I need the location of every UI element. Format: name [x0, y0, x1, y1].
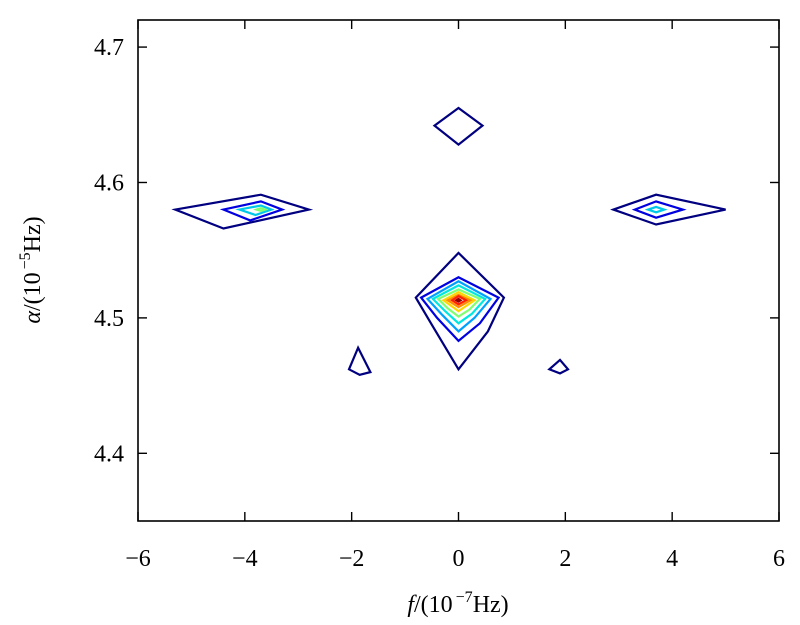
contour-line-3: [235, 204, 275, 217]
contour-line-2: [219, 200, 286, 222]
y-axis-tick-labels: 4.4 4.5 4.6 4.7: [94, 35, 124, 467]
y-tick-label-3: 4.7: [94, 35, 124, 61]
contour-line-12: [436, 288, 482, 318]
x-axis-label-prefix: /(10: [414, 592, 453, 618]
y-tick-label-1: 4.5: [94, 306, 124, 332]
x-axis-label-suffix: Hz): [473, 592, 509, 618]
x-tick-label-2: −2: [339, 546, 365, 572]
x-axis-label-var: f: [407, 592, 417, 618]
y-axis-label-prefix: /(10: [20, 272, 46, 311]
contour-line-5: [610, 193, 726, 226]
x-tick-label-0: −6: [125, 546, 151, 572]
x-tick-label-3: 0: [453, 546, 465, 572]
y-axis-label-suffix: Hz): [20, 216, 46, 252]
y-axis-label: α/(10 −5Hz): [17, 216, 46, 323]
contour-line-14: [445, 293, 473, 309]
x-axis-label-exp: −7: [456, 589, 473, 606]
contour-line-4: [252, 207, 269, 213]
y-axis-label-var: α: [20, 311, 46, 324]
x-tick-label-5: 4: [666, 546, 678, 572]
contour-line-7: [644, 205, 668, 214]
x-tick-label-1: −4: [232, 546, 258, 572]
y-axis-ticks: [138, 46, 779, 454]
contour-line-16: [454, 297, 463, 303]
contour-line-15: [450, 294, 469, 306]
contour-line-9: [419, 276, 501, 343]
contour-line-6: [631, 200, 687, 219]
y-tick-label-2: 4.6: [94, 170, 124, 196]
contour-line-13: [441, 290, 477, 313]
x-tick-label-6: 6: [773, 546, 785, 572]
y-tick-label-0: 4.4: [94, 441, 124, 467]
x-axis-ticks: [137, 20, 780, 521]
x-tick-label-4: 2: [559, 546, 571, 572]
y-axis-label-exp: −5: [17, 252, 34, 269]
plot-area: [137, 19, 780, 522]
contour-line-18: [547, 358, 570, 375]
contour-line-11: [431, 284, 487, 325]
contour-line-10: [425, 280, 493, 333]
x-axis-tick-labels: −6 −4 −2 0 2 4 6: [125, 546, 785, 572]
contour-line-1: [171, 193, 314, 230]
contour-lines: [171, 106, 726, 376]
contour-line-8: [414, 251, 506, 372]
x-axis-label: f/(10 −7Hz): [407, 589, 508, 618]
contour-line-0: [432, 106, 485, 147]
contour-line-17: [347, 345, 373, 376]
